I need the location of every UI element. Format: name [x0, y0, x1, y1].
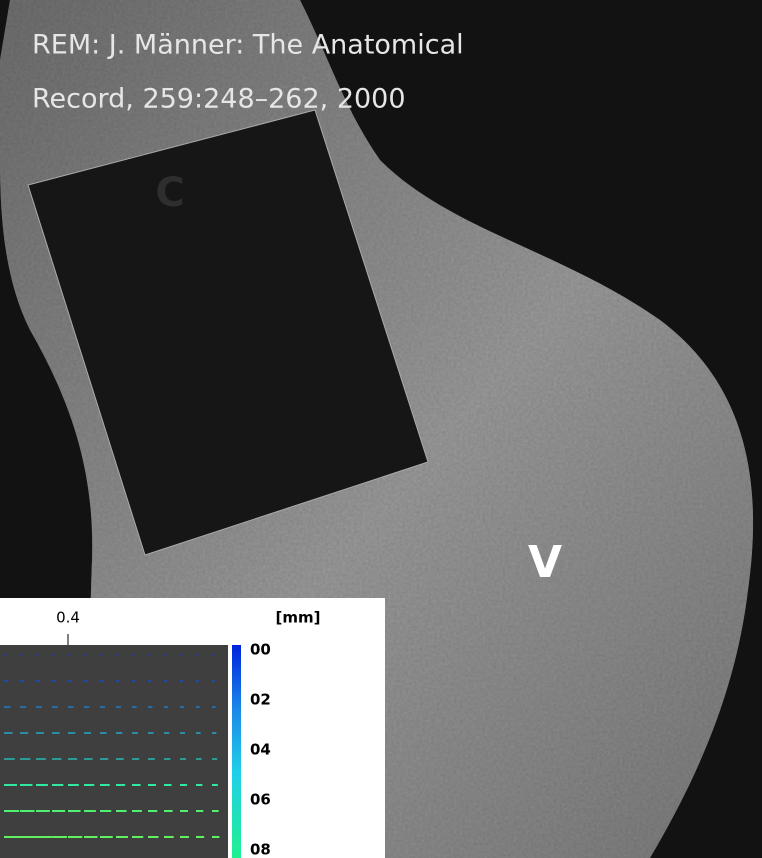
caption-line: REM: J. Männer: The Anatomical: [32, 30, 464, 61]
page: REM: J. Männer: The Anatomical Record, 2…: [0, 0, 762, 858]
colorbar-label: 08: [250, 841, 271, 858]
caption-line: Record, 259:248–262, 2000: [32, 84, 406, 115]
colorbar: [232, 645, 241, 858]
vector-field: [0, 645, 228, 858]
label-c: C: [155, 170, 184, 216]
figure: REM: J. Männer: The Anatomical Record, 2…: [0, 0, 762, 858]
colorbar-label: 06: [250, 791, 271, 809]
colorbar-label: 00: [250, 641, 271, 659]
label-v: V: [528, 537, 562, 588]
colorbar-label: 02: [250, 691, 271, 709]
colorbar-label: 04: [250, 741, 271, 759]
inset: 0.4 [mm] 00 02 04 06 08: [0, 598, 385, 858]
x-tick-label: 0.4: [56, 609, 80, 627]
unit-label: [mm]: [276, 609, 321, 627]
